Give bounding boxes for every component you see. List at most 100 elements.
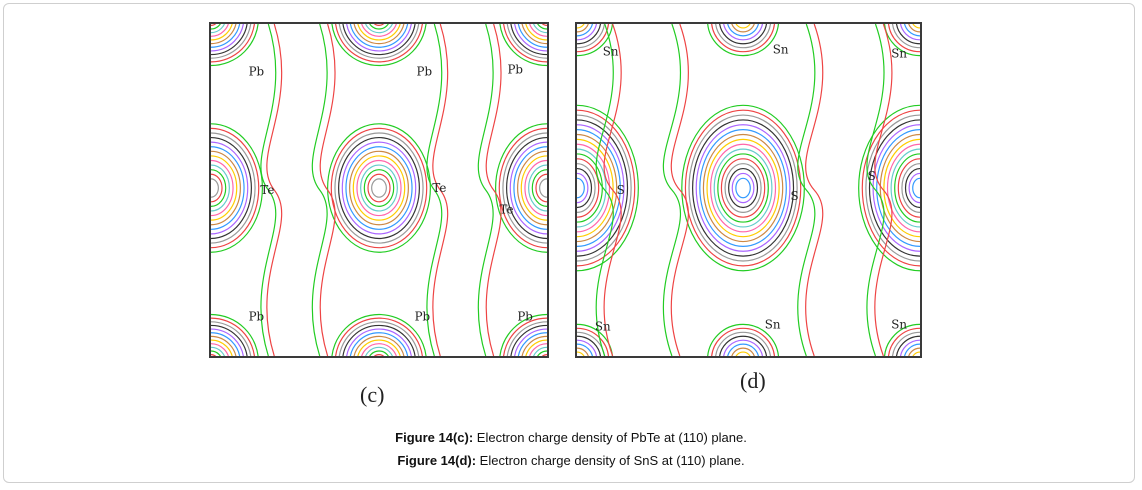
contour-ring [695, 124, 791, 252]
contour-ring [211, 24, 244, 52]
atom-label-s: S [868, 169, 876, 183]
contour-ring [719, 335, 768, 356]
contour-ring [577, 148, 607, 228]
contour-ring [365, 24, 393, 34]
contour-ring [577, 331, 606, 356]
contour-line [485, 24, 502, 356]
contour-ring [912, 24, 920, 29]
contour-ring [211, 127, 260, 249]
contour-ring [577, 138, 614, 238]
contour-ring [353, 24, 405, 45]
contour-ring [498, 127, 547, 249]
contour-line [319, 24, 336, 356]
contour-svg-pbte: Pb Pb Pb Te Te Te Pb Pb Pb [211, 24, 547, 356]
contour-ring [735, 24, 751, 29]
contour-ring [503, 24, 547, 63]
contour-ring [727, 343, 759, 356]
atom-label-s: S [790, 189, 798, 203]
contour-ring [887, 24, 920, 53]
contour-ring [897, 158, 920, 218]
contour-ring [346, 24, 412, 52]
contour-ring [577, 158, 600, 218]
contour-ring [346, 328, 412, 356]
contour-ring [872, 124, 920, 252]
contour-ring [688, 114, 798, 262]
contour-ring [360, 164, 398, 212]
contour-ring [684, 109, 802, 267]
contour-ring [577, 172, 589, 204]
contour-ring [327, 123, 431, 253]
contour-ring [702, 133, 784, 243]
contour-ring [211, 146, 245, 230]
contour-line [595, 24, 614, 356]
contour-ring [711, 24, 776, 53]
figure-caption-c: Figure 14(c): Electron charge density of… [0, 430, 1142, 445]
contour-ring [373, 354, 385, 356]
contour-line [426, 24, 443, 356]
atom-label-sn: Sn [603, 45, 619, 59]
atom-label-te: Te [260, 183, 274, 197]
contour-ring [510, 24, 547, 56]
contour-ring [895, 335, 920, 356]
contour-line [432, 24, 449, 356]
contour-ring [731, 172, 755, 204]
contour-ring [349, 24, 409, 48]
contour-ring [868, 119, 920, 257]
contour-ring [211, 173, 223, 203]
contour-ring [506, 136, 547, 240]
contour-ring [529, 343, 547, 356]
contour-ring [707, 323, 780, 356]
figure-frame [3, 3, 1135, 483]
contour-ring [331, 313, 427, 356]
contour-ring [499, 24, 547, 67]
contour-ring [537, 350, 547, 356]
caption-bold-c: Figure 14(c): [395, 430, 474, 445]
contour-ring [529, 24, 547, 37]
contour-ring [577, 351, 585, 356]
contour-ring [211, 24, 248, 56]
contour-ring [525, 339, 547, 356]
contour-ring [211, 132, 256, 244]
contour-ring [720, 158, 766, 218]
contour-ring [513, 146, 547, 230]
contour-ring [577, 114, 632, 262]
contour-ring [707, 24, 780, 57]
contour-ring [887, 327, 920, 356]
contour-ring [577, 119, 629, 257]
contour-line [805, 24, 824, 356]
atom-label-pb: Pb [249, 64, 265, 78]
contour-ring [211, 324, 248, 356]
contour-ring [535, 173, 547, 203]
contour-ring [365, 346, 393, 356]
contour-ring [517, 150, 547, 226]
contour-ring [509, 141, 547, 235]
contour-ring [713, 148, 773, 228]
contour-ring [577, 177, 585, 199]
contour-ring [865, 114, 920, 262]
contour-ring [577, 124, 625, 252]
contour-ring [735, 351, 751, 356]
contour-ring [211, 24, 255, 63]
contour-ring [891, 24, 920, 49]
contour-line [477, 24, 494, 356]
contour-lines-sns [577, 24, 920, 356]
contour-ring [514, 328, 547, 356]
contour-ring [330, 127, 428, 249]
contour-line [266, 24, 283, 356]
contour-ring [577, 153, 603, 223]
contour-ring [541, 354, 547, 356]
panel-label-c: (c) [360, 382, 385, 407]
panel-label-d: (d) [740, 368, 766, 393]
contour-ring [495, 123, 547, 253]
contour-line [603, 24, 622, 356]
contour-ring [858, 104, 920, 272]
contour-ring [577, 24, 598, 41]
contour-ring [373, 24, 385, 26]
atom-label-sn: Sn [765, 317, 781, 331]
contour-ring [706, 138, 780, 238]
contour-ring [728, 167, 759, 209]
contour-ring [335, 24, 423, 63]
contour-ring [211, 24, 229, 37]
contour-ring [356, 159, 402, 217]
contour-ring [876, 129, 920, 247]
